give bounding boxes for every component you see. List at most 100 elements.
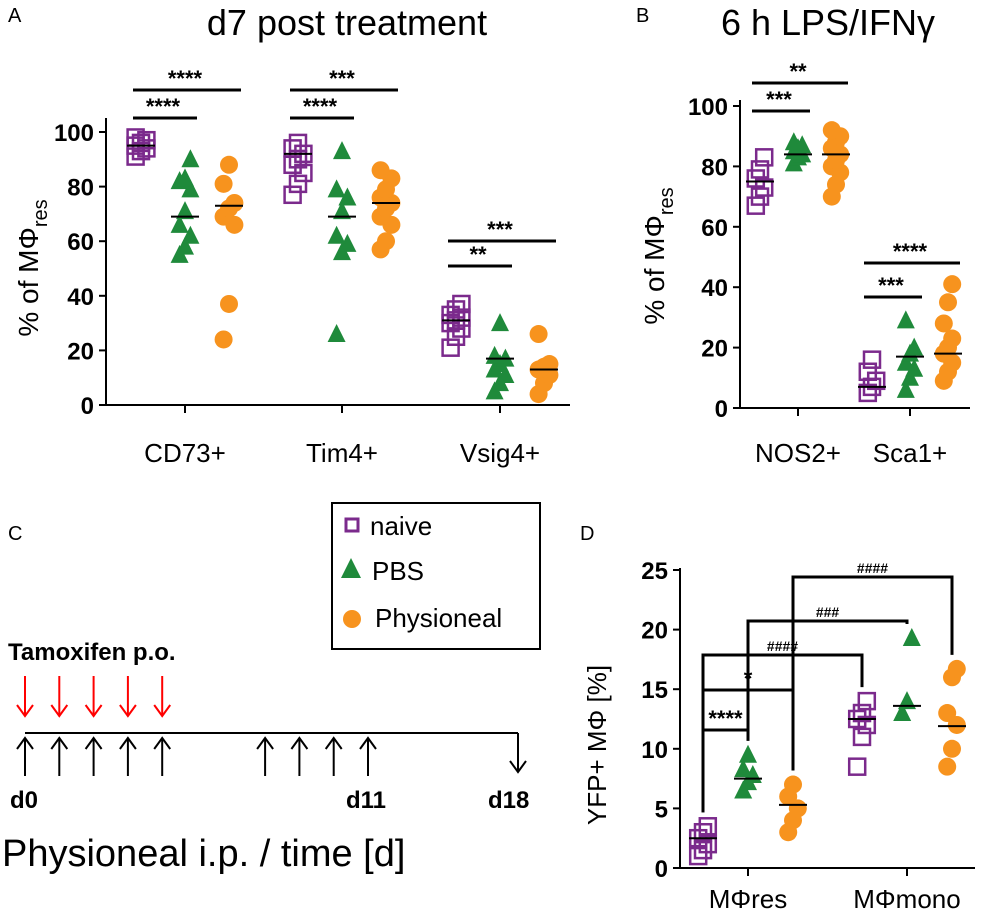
- point-naive: [441, 338, 460, 357]
- y-tick-label: 60: [67, 229, 94, 256]
- x-tick-label: MΦmono: [853, 884, 960, 914]
- point-naive: [283, 185, 302, 205]
- point-physioneal: [220, 294, 238, 313]
- point-pbs: [491, 313, 509, 332]
- x-tick-label: Sca1+: [873, 438, 947, 468]
- significance-label: ****: [708, 706, 743, 731]
- day-label-d18: d18: [488, 787, 529, 814]
- tamoxifen-arrow-head: [119, 704, 137, 718]
- ylabel-main: % of MΦ: [639, 215, 670, 324]
- tamoxifen-label: Tamoxifen p.o.: [8, 639, 176, 666]
- significance-label: ***: [487, 217, 513, 242]
- point-pbs: [739, 744, 757, 763]
- point-physioneal: [529, 325, 548, 344]
- point-naive: [288, 174, 308, 194]
- panel-label-a: A: [8, 5, 22, 27]
- point-naive: [693, 840, 713, 860]
- physioneal-arrow-head: [16, 736, 34, 750]
- point-pbs: [327, 324, 346, 343]
- y-tick-label: 40: [701, 275, 728, 302]
- point-pbs: [181, 149, 200, 168]
- significance-label: ****: [893, 239, 928, 264]
- panel-d-ylabel: YFP+ MΦ [%]: [582, 665, 612, 825]
- y-tick-label: 40: [67, 284, 94, 311]
- tamoxifen-arrow-head: [84, 704, 103, 718]
- significance-label: ****: [146, 94, 181, 119]
- significance-bracket: [791, 575, 954, 771]
- x-tick-label: Tim4+: [306, 438, 378, 468]
- point-pbs: [181, 225, 200, 244]
- legend-physioneal-label: Physioneal: [375, 603, 502, 633]
- point-pbs: [905, 358, 924, 377]
- x-tick-label: NOS2+: [755, 438, 841, 468]
- point-pbs: [176, 236, 194, 255]
- y-tick-label: 100: [54, 120, 94, 147]
- point-pbs: [896, 310, 915, 329]
- significance-label: ***: [878, 273, 904, 298]
- x-tick-label: MΦres: [709, 884, 788, 914]
- y-tick-label: 20: [641, 618, 668, 645]
- point-physioneal: [784, 775, 802, 794]
- physioneal-arrow-head: [256, 736, 274, 750]
- significance-bracket: [701, 653, 864, 813]
- y-tick-label: 15: [641, 677, 668, 704]
- point-naive: [847, 757, 867, 776]
- point-pbs: [784, 132, 803, 151]
- point-physioneal: [225, 193, 244, 212]
- point-pbs: [896, 379, 915, 398]
- point-pbs: [338, 233, 357, 252]
- point-pbs: [327, 225, 346, 244]
- point-physioneal: [938, 757, 957, 776]
- point-naive: [446, 300, 466, 319]
- significance-label: ####: [767, 638, 798, 654]
- point-pbs: [338, 187, 357, 206]
- legend-naive-label: naive: [370, 511, 432, 541]
- y-tick-label: 10: [641, 737, 668, 764]
- point-naive: [857, 691, 877, 711]
- point-naive: [452, 294, 471, 314]
- point-pbs: [893, 703, 912, 722]
- point-naive: [283, 139, 302, 158]
- point-pbs: [496, 364, 515, 383]
- point-naive: [852, 703, 872, 723]
- timeline: Tamoxifen p.o. d0 d11 d18 Physioneal i.p…: [2, 639, 529, 875]
- panel-a-ylabel: % of MΦres: [13, 199, 52, 336]
- panel-b-ylabel: % of MΦres: [639, 187, 678, 324]
- y-tick-label: 0: [81, 393, 94, 420]
- point-pbs: [898, 691, 916, 710]
- point-physioneal: [938, 704, 957, 723]
- tamoxifen-arrow-head: [153, 704, 172, 718]
- point-naive: [750, 160, 770, 179]
- point-physioneal: [371, 161, 390, 180]
- point-naive: [754, 148, 774, 167]
- point-naive: [137, 130, 156, 150]
- panel-label-b: B: [636, 5, 649, 27]
- y-tick-label: 60: [701, 215, 728, 242]
- physioneal-arrow-head: [290, 736, 309, 750]
- x-tick-label: Vsig4+: [460, 438, 540, 468]
- y-tick-label: 20: [701, 336, 728, 363]
- point-physioneal: [943, 329, 962, 348]
- panel-label-c: C: [8, 523, 22, 545]
- timeline-axis-label: Physioneal i.p. / time [d]: [2, 833, 405, 875]
- ylabel-main: % of MΦ: [13, 227, 44, 336]
- significance-label: ****: [303, 94, 338, 119]
- point-physioneal: [214, 330, 233, 349]
- point-naive: [698, 834, 718, 854]
- physioneal-arrow-head: [84, 736, 103, 750]
- legend-box: [331, 502, 541, 650]
- point-pbs: [896, 352, 915, 371]
- legend-pbs-marker: [341, 558, 361, 578]
- day-label-d0: d0: [10, 787, 38, 814]
- physioneal-arrow-head: [324, 736, 343, 750]
- tamoxifen-arrow-head: [50, 704, 69, 718]
- y-tick-label: 0: [655, 856, 668, 883]
- point-physioneal: [220, 155, 238, 174]
- significance-label: ***: [329, 66, 355, 91]
- point-pbs: [734, 759, 753, 778]
- point-pbs: [170, 214, 189, 233]
- legend-physioneal-marker: [343, 610, 361, 628]
